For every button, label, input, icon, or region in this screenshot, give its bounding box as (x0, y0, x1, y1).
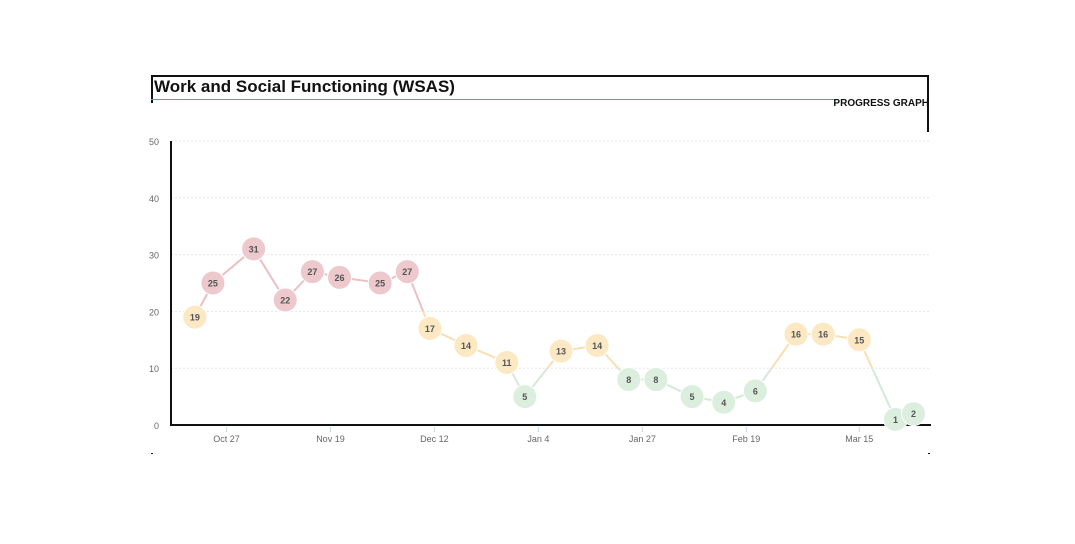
data-point (494, 350, 520, 376)
corner-mark (151, 453, 153, 454)
data-label: 19 (190, 313, 200, 323)
data-point (272, 287, 298, 313)
data-point (394, 259, 420, 285)
data-point (742, 378, 768, 404)
data-point (679, 384, 705, 410)
y-tick-label: 40 (149, 194, 159, 204)
x-tick-label: Nov 19 (316, 434, 345, 444)
data-label: 4 (721, 398, 726, 408)
data-label: 27 (307, 267, 317, 277)
header-frame-left (151, 75, 153, 103)
data-label: 5 (522, 392, 527, 402)
data-label: 17 (425, 324, 435, 334)
corner-mark (928, 453, 930, 454)
y-tick-label: 30 (149, 251, 159, 261)
x-tick-label: Oct 27 (213, 434, 240, 444)
data-point (241, 236, 267, 262)
data-point (584, 332, 610, 358)
data-point (810, 321, 836, 347)
section-label: PROGRESS GRAPH (833, 98, 929, 109)
header-frame-right (927, 75, 929, 132)
title-underline (151, 99, 834, 100)
data-point (367, 270, 393, 296)
data-label: 15 (854, 335, 864, 345)
data-point (182, 304, 208, 330)
y-tick-label: 0 (154, 421, 159, 431)
data-label: 14 (592, 341, 602, 351)
data-point (299, 259, 325, 285)
data-label: 5 (690, 392, 695, 402)
data-label: 31 (249, 244, 259, 254)
data-label: 16 (791, 330, 801, 340)
data-label: 25 (375, 279, 385, 289)
data-label: 25 (208, 279, 218, 289)
data-point (643, 367, 669, 393)
data-label: 1 (893, 415, 898, 425)
y-tick-label: 50 (149, 137, 159, 147)
x-tick-label: Jan 4 (527, 434, 549, 444)
x-tick-label: Dec 12 (420, 434, 449, 444)
x-tick-label: Feb 19 (732, 434, 760, 444)
x-tick-label: Mar 15 (845, 434, 873, 444)
data-point (846, 327, 872, 353)
data-label: 14 (461, 341, 471, 351)
x-tick-label: Jan 27 (629, 434, 656, 444)
data-label: 22 (280, 296, 290, 306)
data-point (548, 338, 574, 364)
data-label: 16 (818, 330, 828, 340)
data-label: 27 (402, 267, 412, 277)
data-point (901, 401, 927, 427)
data-label: 11 (502, 358, 512, 368)
data-label: 8 (626, 375, 631, 385)
data-point (512, 384, 538, 410)
data-label: 13 (556, 347, 566, 357)
data-point (783, 321, 809, 347)
data-label: 8 (653, 375, 658, 385)
y-tick-label: 20 (149, 307, 159, 317)
data-point (200, 270, 226, 296)
data-point (453, 332, 479, 358)
data-point (711, 389, 737, 415)
data-point (327, 264, 352, 290)
data-point (616, 367, 642, 393)
data-point (417, 315, 443, 341)
data-label: 26 (334, 273, 344, 283)
data-label: 2 (911, 409, 916, 419)
header-frame (151, 75, 929, 77)
data-label: 6 (753, 386, 758, 396)
page-title: Work and Social Functioning (WSAS) (154, 77, 455, 96)
y-tick-label: 10 (149, 364, 159, 374)
